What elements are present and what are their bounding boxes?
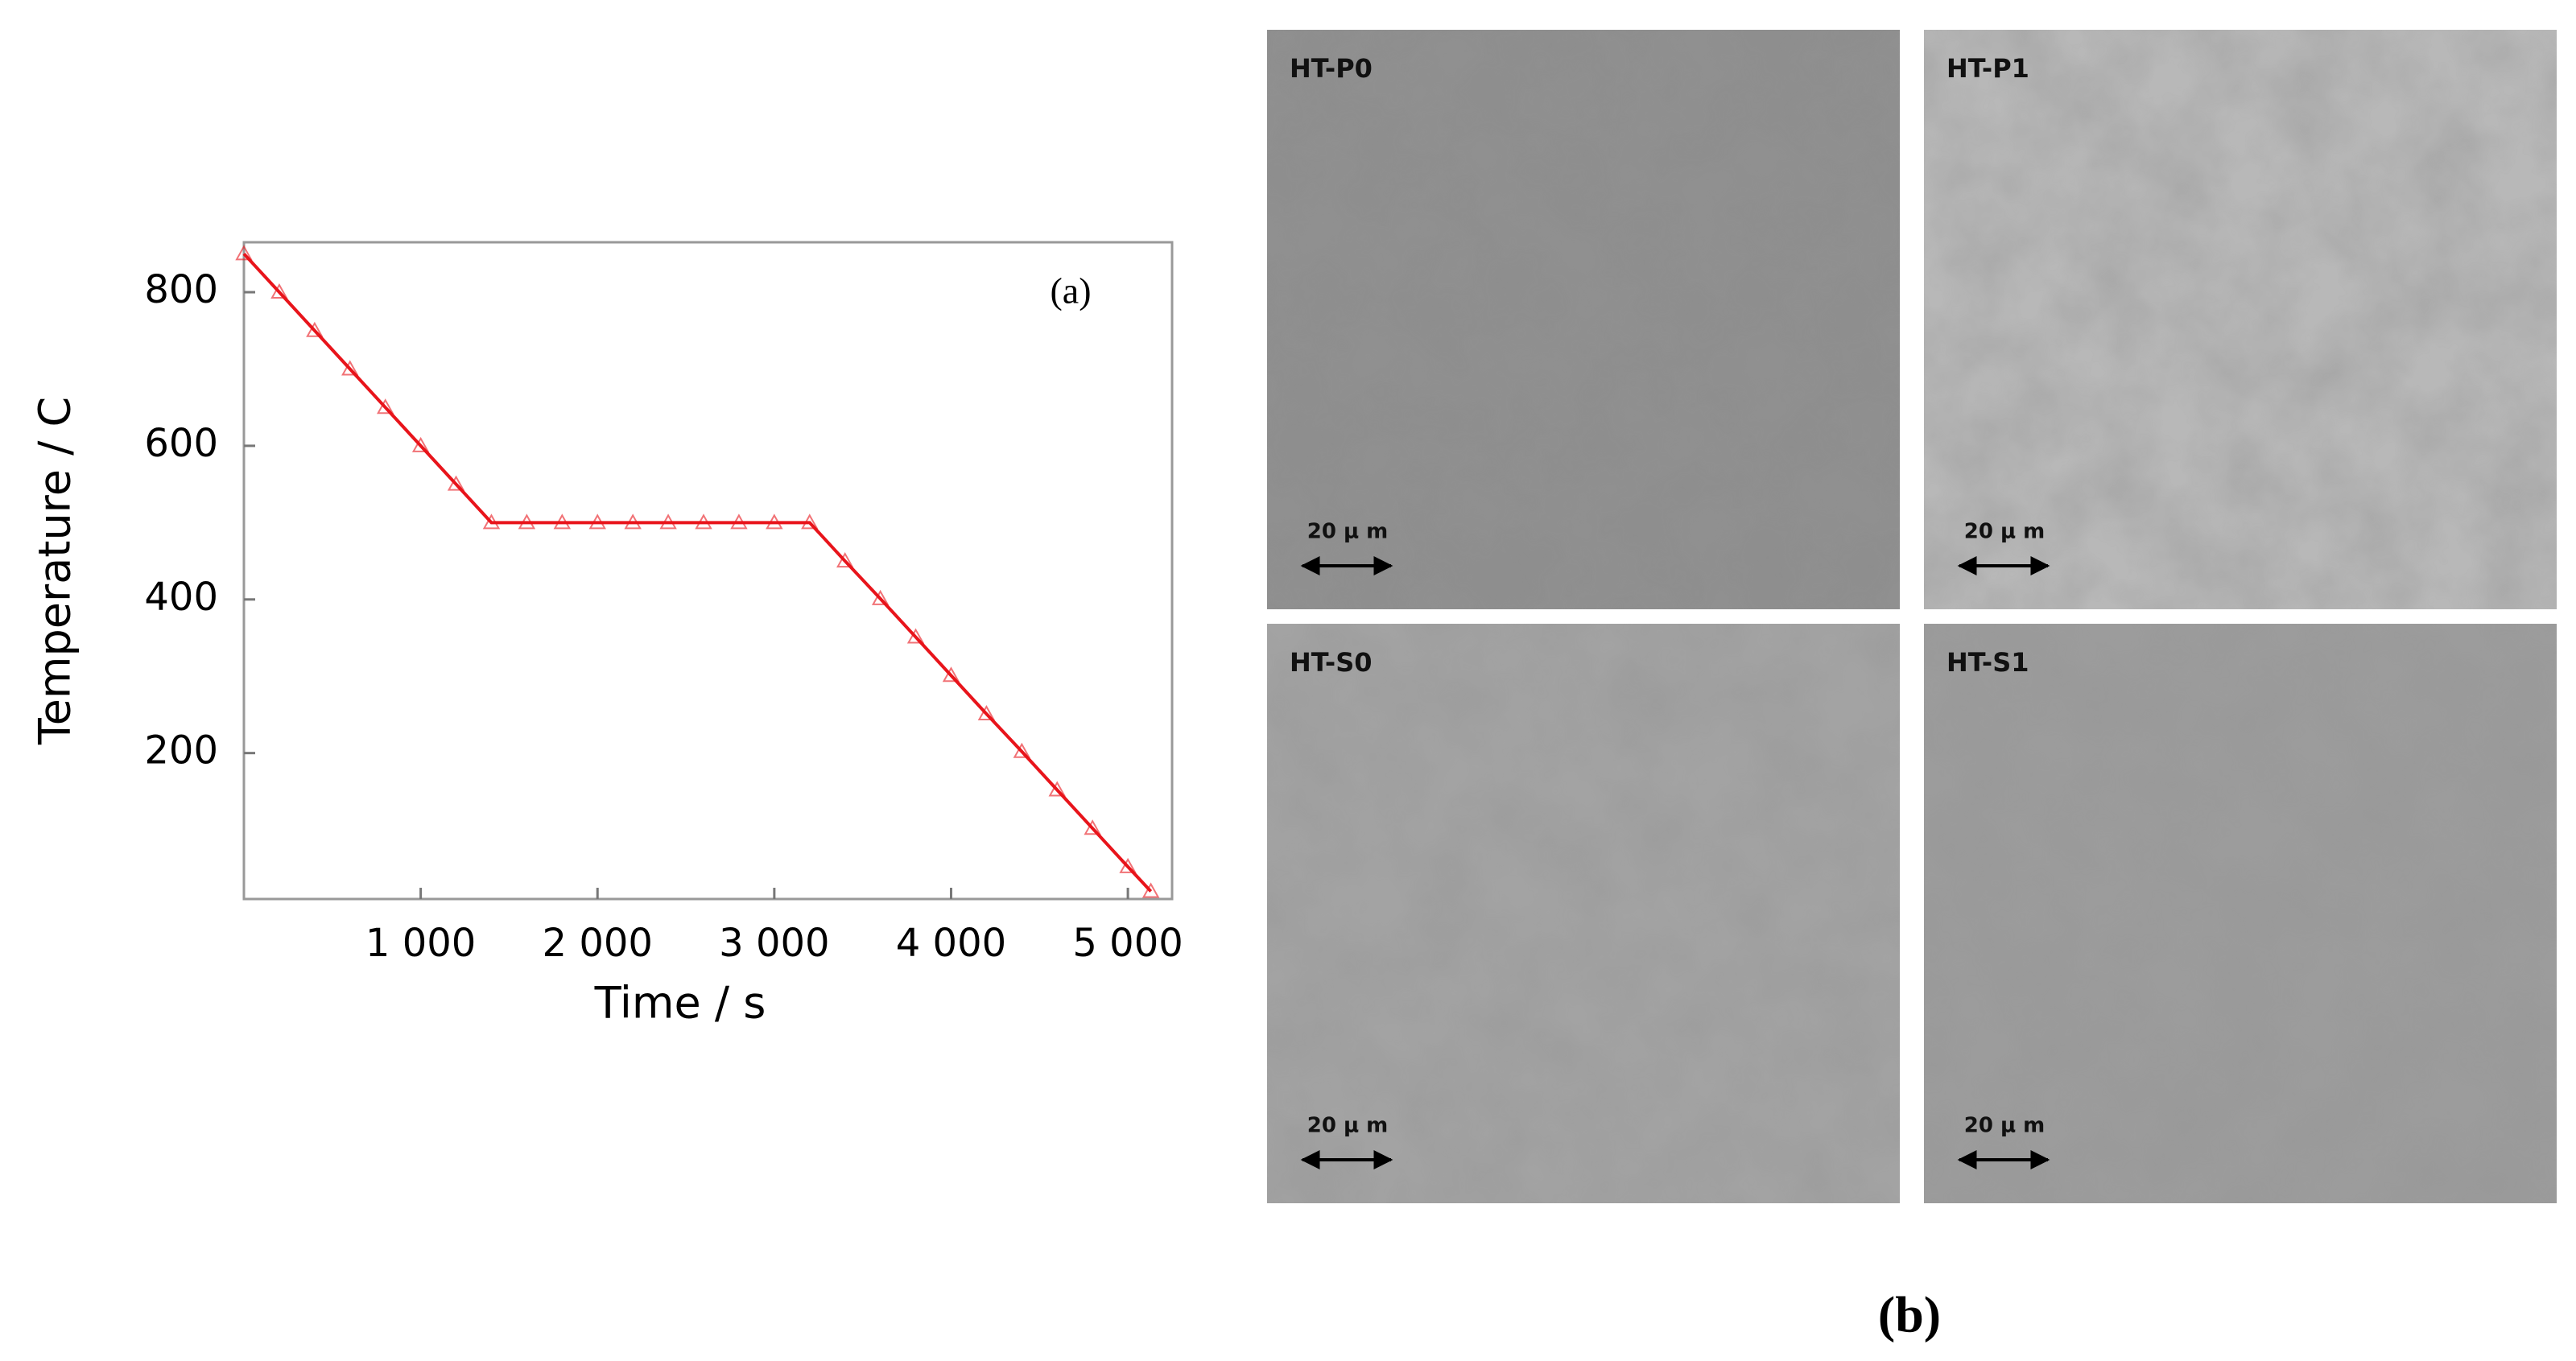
data-marker bbox=[376, 398, 394, 414]
x-tick-label: 2 000 bbox=[543, 921, 653, 966]
data-marker bbox=[1141, 882, 1160, 898]
chart: (a) Time / s Temperature / C 1 000 2 000 3… bbox=[30, 241, 1183, 1029]
data-marker bbox=[341, 360, 359, 376]
data-marker bbox=[588, 513, 606, 530]
x-tick-label: 3 000 bbox=[719, 921, 829, 966]
x-axis-label: Time / s bbox=[594, 978, 766, 1029]
data-marker bbox=[624, 513, 642, 530]
scale-bar-label: 20 μ m bbox=[1307, 520, 1389, 544]
x-tick-label: 1 000 bbox=[365, 921, 476, 966]
micrographs: (b) HT-P0 20 μ m HT-P1 20 μ m HT-S0 20 μ m HT-… bbox=[1267, 30, 2557, 1343]
micrograph-texture bbox=[1924, 30, 2557, 609]
y-tick-label: 600 bbox=[144, 421, 218, 466]
data-marker bbox=[1084, 819, 1101, 835]
micrograph-texture bbox=[1924, 624, 2557, 1203]
data-marker bbox=[1013, 742, 1031, 758]
panel-label: (b) bbox=[1878, 1286, 1941, 1343]
scale-bar-label: 20 μ m bbox=[1964, 1114, 2046, 1138]
micrograph-texture bbox=[1267, 30, 1900, 609]
scale-bar-label: 20 μ m bbox=[1307, 1114, 1389, 1138]
data-marker bbox=[411, 436, 430, 452]
y-axis-label: Temperature / C bbox=[30, 397, 80, 745]
data-marker bbox=[482, 513, 501, 530]
data-marker bbox=[270, 283, 288, 299]
plot-frame bbox=[242, 241, 1174, 901]
panel-title: HT-P1 bbox=[1946, 53, 2029, 84]
data-marker bbox=[766, 513, 783, 530]
y-tick-label: 400 bbox=[144, 575, 218, 620]
panel-title: HT-S0 bbox=[1290, 647, 1373, 678]
data-marker bbox=[518, 513, 536, 530]
data-line bbox=[242, 252, 1153, 893]
data-marker bbox=[801, 513, 819, 530]
data-marker bbox=[306, 321, 324, 337]
data-marker bbox=[906, 628, 925, 644]
y-tick-label: 800 bbox=[144, 267, 218, 312]
data-marker bbox=[659, 513, 677, 530]
panel-title: HT-S1 bbox=[1946, 647, 2029, 678]
annotation: (a) bbox=[1050, 270, 1091, 311]
data-marker bbox=[695, 513, 712, 530]
x-tick-label: 4 000 bbox=[896, 921, 1006, 966]
data-marker bbox=[871, 589, 890, 605]
data-marker bbox=[977, 704, 996, 720]
data-marker bbox=[553, 513, 572, 530]
micrograph-texture bbox=[1267, 624, 1900, 1203]
data-marker bbox=[836, 552, 854, 568]
data-marker bbox=[1048, 781, 1066, 797]
data-marker bbox=[235, 245, 253, 261]
scale-bar-label: 20 μ m bbox=[1964, 520, 2046, 544]
data-marker bbox=[942, 666, 960, 683]
data-marker bbox=[1119, 857, 1137, 873]
data-marker bbox=[730, 513, 748, 530]
panel-title: HT-P0 bbox=[1290, 53, 1373, 84]
y-tick-label: 200 bbox=[144, 728, 218, 773]
data-marker bbox=[447, 475, 465, 491]
x-tick-label: 5 000 bbox=[1072, 921, 1183, 966]
